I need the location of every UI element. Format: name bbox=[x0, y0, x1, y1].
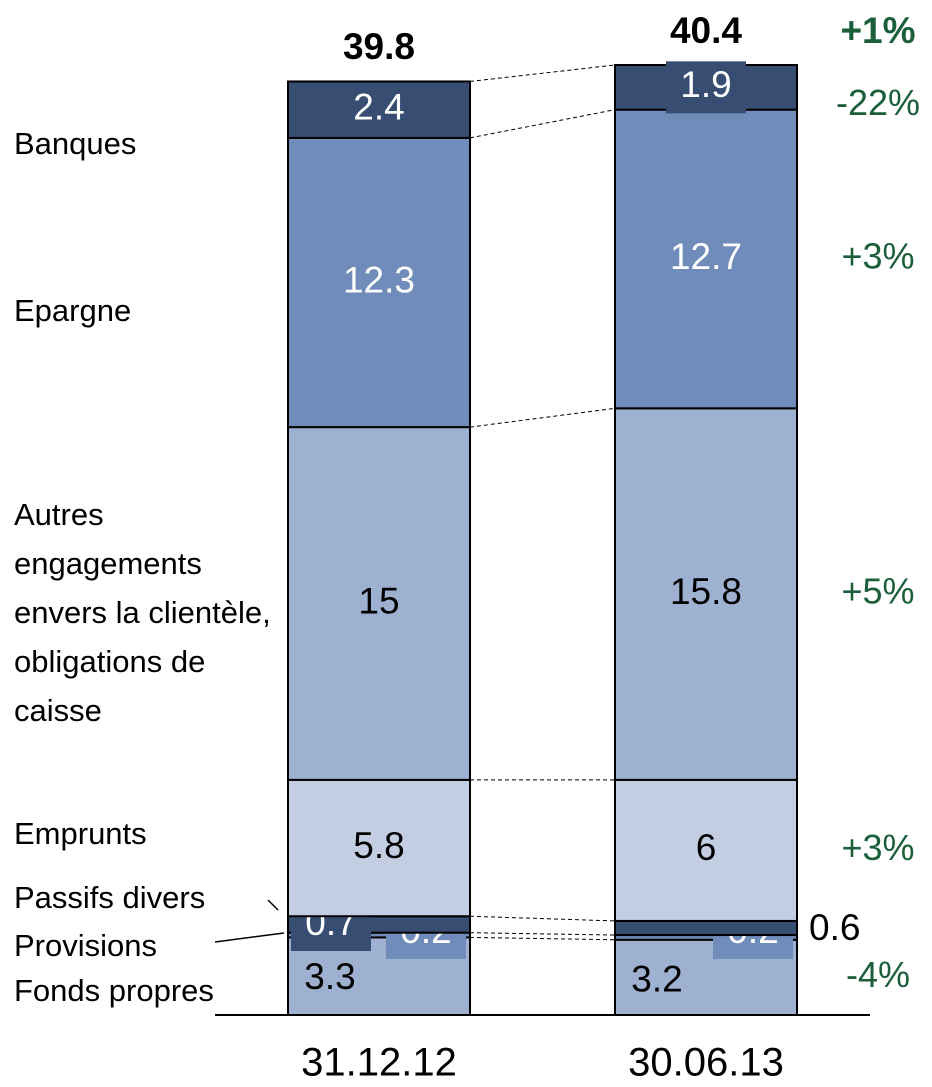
change-label: -4% bbox=[846, 954, 910, 995]
connector bbox=[469, 407, 616, 428]
change-label: +5% bbox=[841, 571, 914, 612]
bar-segment bbox=[614, 778, 798, 922]
value-label: 6 bbox=[696, 827, 717, 868]
connector bbox=[469, 932, 616, 936]
connector bbox=[469, 915, 616, 922]
value-label: 12.7 bbox=[670, 236, 742, 277]
series-label: Banques bbox=[14, 125, 137, 161]
value-label: 2.4 bbox=[353, 86, 404, 127]
bar-segment bbox=[614, 407, 798, 781]
series-label: Provisions bbox=[14, 927, 157, 963]
series-label: Epargne bbox=[14, 292, 132, 328]
series-label: Fonds propres bbox=[14, 972, 214, 1008]
x-tick-label: 30.06.13 bbox=[628, 1041, 784, 1085]
total-label: 39.8 bbox=[343, 26, 415, 67]
change-label: +3% bbox=[841, 236, 914, 277]
change-label: -22% bbox=[836, 82, 920, 123]
value-label-box bbox=[666, 61, 746, 114]
bar-segment bbox=[287, 136, 471, 429]
value-label: 15 bbox=[358, 580, 399, 621]
value-label: 0.6 bbox=[809, 907, 860, 948]
value-label: 12.3 bbox=[343, 259, 415, 300]
value-label: 1.9 bbox=[680, 64, 731, 105]
series-label: Passifs divers bbox=[14, 879, 206, 915]
leader-line bbox=[214, 932, 285, 943]
bar-segment bbox=[614, 919, 798, 937]
series-label: Autres engagements envers la clientèle, … bbox=[14, 496, 271, 728]
value-label-box bbox=[339, 83, 419, 136]
value-label: 15.8 bbox=[670, 571, 742, 612]
connector bbox=[469, 936, 616, 941]
value-label: 3.2 bbox=[631, 959, 682, 1000]
value-label: 5.8 bbox=[353, 825, 404, 866]
total-label: 40.4 bbox=[670, 10, 742, 51]
leader-line bbox=[267, 899, 279, 911]
total-change: +1% bbox=[840, 10, 915, 51]
x-tick-label: 31.12.12 bbox=[301, 1041, 457, 1085]
value-label: 3.3 bbox=[304, 956, 355, 997]
connector bbox=[469, 109, 616, 139]
series-label: Emprunts bbox=[14, 815, 147, 851]
bar-segment bbox=[614, 108, 798, 410]
change-label: +3% bbox=[841, 827, 914, 868]
connector bbox=[469, 64, 616, 82]
bar-segment bbox=[287, 778, 471, 918]
